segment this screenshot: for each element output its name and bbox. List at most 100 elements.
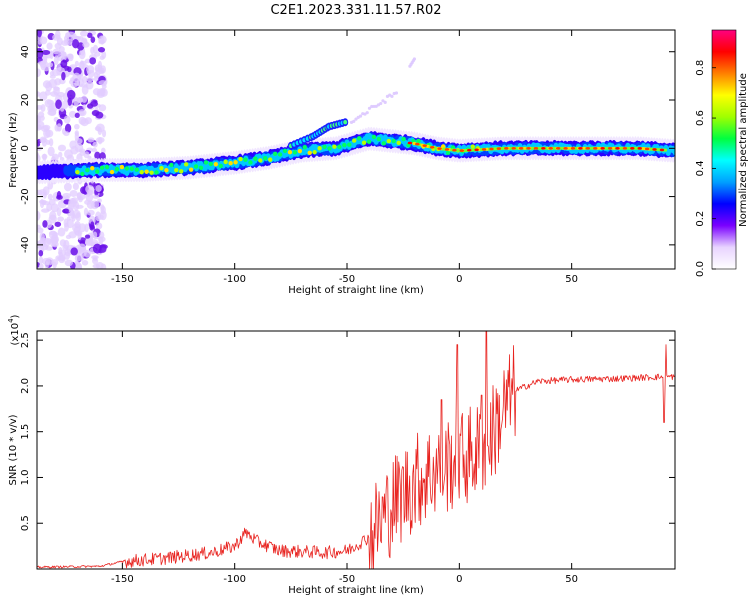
speckle xyxy=(92,194,100,199)
ridge-core xyxy=(585,146,591,150)
speckle xyxy=(85,184,95,194)
speckle xyxy=(95,111,104,119)
ridge-core xyxy=(459,149,465,152)
ridge-cell xyxy=(361,140,367,145)
ridge-cell xyxy=(213,162,219,167)
speckle xyxy=(69,190,78,197)
speckle xyxy=(37,47,43,53)
speckle xyxy=(76,192,82,201)
ridge-cell xyxy=(263,155,268,161)
ridge-cell xyxy=(302,144,307,150)
speckle xyxy=(95,261,104,269)
ridge-cell xyxy=(129,166,135,171)
speckle xyxy=(49,71,55,77)
speckle xyxy=(51,241,59,248)
speckle xyxy=(100,204,105,211)
speckle xyxy=(53,86,60,91)
speckle xyxy=(87,209,95,216)
spectrogram-y-tick-label: 40 xyxy=(20,45,31,58)
speckle xyxy=(85,192,94,202)
speckle xyxy=(74,137,83,145)
speckle xyxy=(95,69,102,75)
ridge-core xyxy=(511,146,516,150)
speckle xyxy=(37,142,41,147)
spectrogram-x-ticks: -150 -100 -50 0 50 xyxy=(111,30,578,285)
speckle xyxy=(59,106,65,112)
speckle xyxy=(55,99,62,110)
ridge-cell xyxy=(109,169,115,175)
speckle xyxy=(46,203,53,212)
speckle xyxy=(51,153,59,161)
speckle xyxy=(92,44,99,54)
speckle xyxy=(56,53,65,62)
speckle xyxy=(95,184,102,193)
spectrogram-x-tick-label: 0 xyxy=(456,274,462,285)
speckle xyxy=(39,91,48,101)
ridge-cell xyxy=(188,167,194,172)
speckle xyxy=(72,182,79,191)
ridge-cell xyxy=(159,165,164,171)
ridge-cell xyxy=(445,150,451,155)
speckle xyxy=(42,237,51,248)
ridge-cell xyxy=(149,170,154,175)
speckle xyxy=(92,141,98,148)
streak xyxy=(394,91,399,95)
streak xyxy=(365,111,369,115)
speckle xyxy=(77,243,87,252)
speckle xyxy=(47,62,54,68)
speckle xyxy=(94,151,101,160)
speckle xyxy=(56,37,63,46)
speckle xyxy=(57,91,65,98)
ridge-cell xyxy=(124,166,130,171)
streak xyxy=(390,94,394,98)
ridge-core xyxy=(422,144,427,147)
spectrogram-x-tick-label: -50 xyxy=(339,274,355,285)
speckle xyxy=(42,220,48,228)
spectrogram-y-label: Frequency (Hz) xyxy=(8,112,19,188)
speckle xyxy=(71,38,80,49)
snr-x-label: Height of straight line (km) xyxy=(288,585,424,596)
ridge-core xyxy=(652,148,657,151)
colorbar-tick-label: 0.6 xyxy=(695,110,706,126)
speckle xyxy=(39,60,49,69)
speckle xyxy=(90,200,100,210)
speckle xyxy=(45,246,53,251)
speckle xyxy=(37,224,41,230)
speckle xyxy=(61,100,69,110)
colorbar-tick-label: 0.0 xyxy=(695,261,706,277)
speckle xyxy=(99,55,105,60)
speckle xyxy=(41,257,51,266)
ridge-core xyxy=(659,148,665,152)
speckle xyxy=(38,199,47,204)
ridge-cell xyxy=(75,170,80,175)
snr-x-tick-label: -150 xyxy=(111,574,134,585)
ridge-cell xyxy=(337,144,342,150)
ridge-cell xyxy=(347,142,352,147)
speckle xyxy=(70,82,79,88)
ridge-cell xyxy=(174,167,179,173)
spectrogram-heatmap xyxy=(37,30,675,269)
ridge-cell xyxy=(267,157,273,162)
streak xyxy=(370,104,374,109)
speckle xyxy=(81,76,88,84)
ridge-core xyxy=(437,147,442,150)
ridge-cell xyxy=(99,165,105,170)
ridge-cell xyxy=(203,160,209,165)
speckle xyxy=(54,221,62,227)
speckle xyxy=(81,260,89,266)
speckle xyxy=(101,84,107,89)
speckle xyxy=(57,216,65,222)
speckle xyxy=(57,144,67,152)
speckle xyxy=(56,63,62,72)
speckle xyxy=(42,124,51,131)
speckle xyxy=(97,198,102,203)
snr-x-tick-label: -100 xyxy=(223,574,246,585)
speckle xyxy=(56,191,62,199)
streak xyxy=(358,114,363,118)
colorbar-ticks: 0.0 0.2 0.4 0.6 0.8 xyxy=(695,60,716,277)
ridge-cell xyxy=(183,162,189,167)
ridge-core xyxy=(489,147,494,151)
speckle xyxy=(90,36,96,43)
speckle xyxy=(57,227,66,237)
speckle xyxy=(43,128,51,139)
